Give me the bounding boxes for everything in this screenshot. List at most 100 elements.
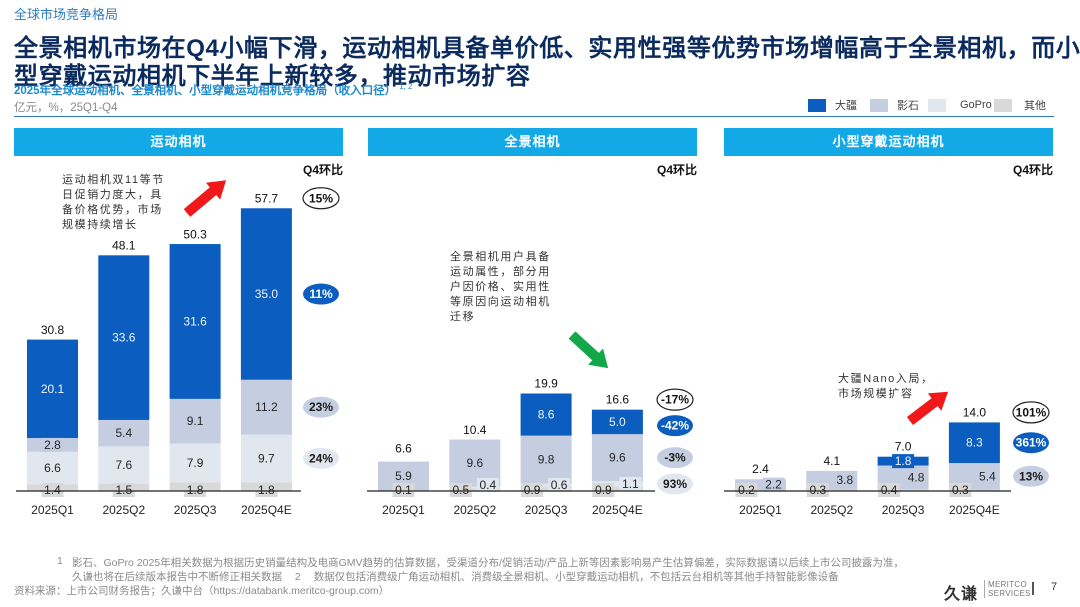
bar-segment <box>520 435 572 484</box>
qoq-badge <box>303 396 339 418</box>
data-label: 9.6 <box>466 456 483 470</box>
legend-swatch <box>808 98 826 112</box>
annotation-panoramic-camera: 全景相机用户具备 运动属性，部分用 户因价格、实用性 等原因向运动相机 迁移 <box>450 250 551 325</box>
annotation-line: 迁移 <box>450 311 476 323</box>
footnote-1-text: 影石、GoPro 2025年相关数据为根据历史销量结构及电商GMV趋势的估算数据… <box>72 557 904 569</box>
x-tick-label: 2025Q1 <box>382 503 425 517</box>
footnote-2-number: 2 <box>294 571 301 583</box>
qoq-badge-label: 13% <box>1019 469 1043 483</box>
data-label: 7.6 <box>115 458 132 472</box>
data-label: 9.8 <box>538 453 555 467</box>
data-label-background <box>41 483 64 497</box>
bar-segment <box>27 451 78 485</box>
qoq-badge-label: 24% <box>309 451 333 465</box>
legend-label: GoPro <box>960 99 992 111</box>
data-label: 0.1 <box>395 483 412 497</box>
total-label: 2.4 <box>752 462 769 476</box>
data-label-background <box>619 476 642 491</box>
data-label: 1.8 <box>258 483 275 497</box>
total-label: 16.6 <box>606 393 630 407</box>
bar-segment <box>169 443 221 483</box>
qoq-badge <box>1013 432 1049 454</box>
total-label: 50.3 <box>183 228 207 242</box>
bar-segment <box>591 486 643 491</box>
qoq-badge-label: 101% <box>1016 405 1047 419</box>
x-tick-label: 2025Q2 <box>102 503 145 517</box>
total-label: 10.4 <box>463 423 487 437</box>
legend-item-dji: 大疆 <box>808 98 857 112</box>
qoq-badge <box>303 283 339 305</box>
data-label: 8.3 <box>966 436 983 450</box>
bar-segment <box>591 434 643 482</box>
unit-label: 亿元，%，25Q1-Q4 <box>14 102 118 114</box>
total-label: 19.9 <box>534 376 558 390</box>
qoq-column-title: Q4环比 <box>302 163 343 177</box>
qoq-badge-label: -17% <box>661 393 689 407</box>
qoq-column-title: Q4环比 <box>656 163 697 177</box>
data-label-background <box>392 483 415 497</box>
company-logo-en-2: SERVICES <box>984 589 1031 598</box>
legend-item-insta360: 影石 <box>870 98 919 112</box>
data-label: 0.9 <box>524 483 541 497</box>
annotation-line: 日促销力度大，具 <box>62 189 163 201</box>
annotation-line: 规模持续增长 <box>62 219 138 231</box>
annotation-line: 备价格优势，市场 <box>62 204 163 216</box>
data-label-background <box>762 477 785 492</box>
data-label: 1.8 <box>187 483 204 497</box>
qoq-badge <box>303 447 339 469</box>
footnote-reference: 1, 2 <box>399 82 413 92</box>
legend-item-gopro: GoPro <box>928 98 992 112</box>
qoq-badge-label: 361% <box>1016 436 1047 450</box>
data-label-background <box>476 478 499 492</box>
x-tick-label: 2025Q3 <box>525 503 568 517</box>
x-tick-label: 2025Q2 <box>453 503 496 517</box>
panel-header-wearable-camera: 小型穿戴运动相机 <box>724 128 1053 156</box>
footnote-1-continuation: 久谦也将在后续版本报告中不断修正相关数据 <box>72 571 282 583</box>
data-label: 0.4 <box>881 483 898 497</box>
qoq-badge <box>1013 465 1049 487</box>
footnote-2-text: 数据仅包括消费级广角运动相机、消费级全景相机、小型穿戴运动相机，不包括云台相机等… <box>313 571 839 583</box>
data-label: 2.2 <box>765 478 782 492</box>
data-label-background <box>449 483 472 497</box>
annotation-line: 运动相机双11等节 <box>62 174 165 186</box>
data-label: 9.6 <box>609 451 626 465</box>
x-tick-label: 2025Q3 <box>174 503 217 517</box>
bar-segment <box>735 479 786 491</box>
footnote-1-number: 1 <box>57 555 63 567</box>
qoq-badge-label: 11% <box>309 287 333 301</box>
chart-action-camera: 1.4 6.6 2.8 20.1 30.8 2025Q1 1.5 7.6 5.4 33.6 48.1… <box>16 187 340 517</box>
data-label-background <box>41 437 64 452</box>
trend-up-arrow-icon <box>906 391 949 425</box>
bar-segment <box>27 339 78 439</box>
x-tick-label: 2025Q1 <box>739 503 782 517</box>
legend-label: 影石 <box>897 100 919 112</box>
bar-segment <box>240 434 292 483</box>
bar-segment <box>520 393 572 436</box>
x-tick-label: 2025Q4E <box>949 503 1000 517</box>
x-tick-label: 2025Q4E <box>592 503 643 517</box>
bar-segment <box>98 255 150 420</box>
data-label: 0.3 <box>809 483 826 497</box>
panel-header-panoramic-camera: 全景相机 <box>368 128 697 156</box>
source-line: 资料来源：上市公司财务报告；久谦中台（https://databank.meri… <box>14 583 389 598</box>
x-tick-label: 2025Q2 <box>810 503 853 517</box>
footnote-line-2: 久谦也将在后续版本报告中不断修正相关数据 2 数据仅包括消费级广角运动相机、消费… <box>72 569 839 584</box>
legend-item-other: 其他 <box>994 98 1046 112</box>
data-label: 1.5 <box>115 483 132 497</box>
data-label: 0.3 <box>952 483 969 497</box>
data-label: 0.4 <box>479 478 496 492</box>
qoq-badge <box>1012 401 1050 424</box>
x-tick-label: 2025Q1 <box>31 503 74 517</box>
qoq-badge <box>302 187 340 210</box>
data-label: 8.6 <box>538 408 555 422</box>
data-label-background <box>548 478 571 492</box>
bar-segment <box>449 488 501 491</box>
legend-swatch <box>994 98 1012 112</box>
data-label: 3.8 <box>836 473 853 487</box>
data-label: 1.4 <box>44 483 61 497</box>
data-label: 0.9 <box>595 483 612 497</box>
bar-segment <box>169 244 221 399</box>
data-label-background <box>521 483 544 497</box>
